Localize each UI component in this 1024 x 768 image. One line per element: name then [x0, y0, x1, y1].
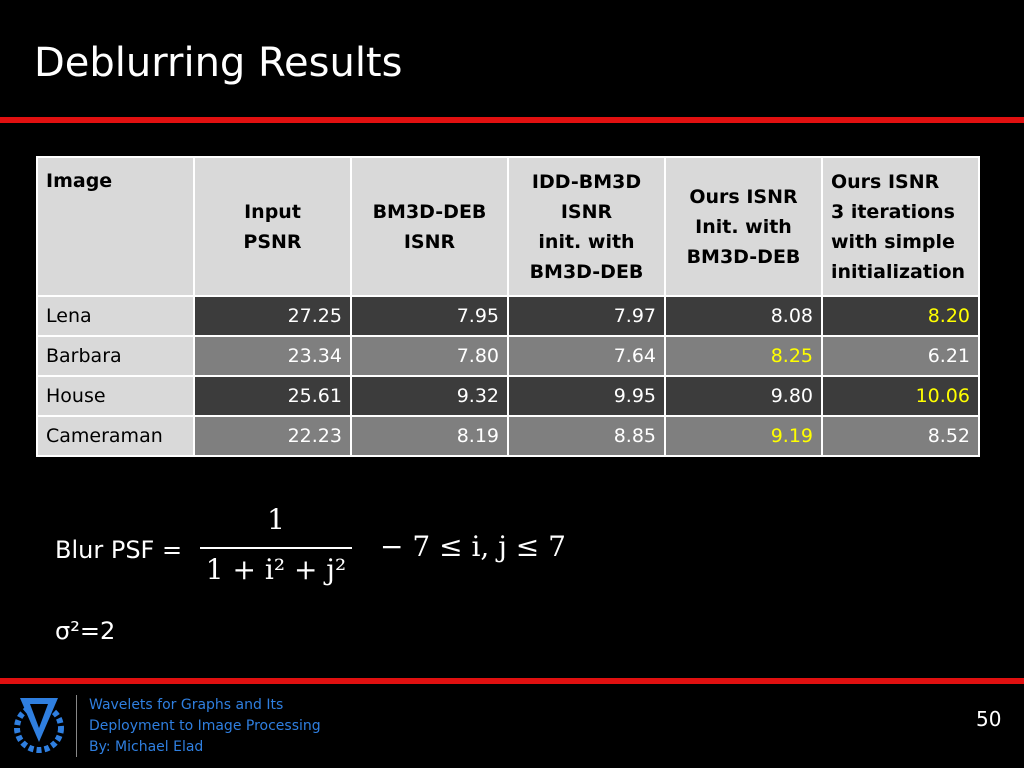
- table-row: Barbara 23.34 7.80 7.64 8.25 6.21: [36, 335, 980, 377]
- cell: 9.95: [507, 375, 666, 417]
- page-number: 50: [976, 707, 1002, 731]
- column-header: Image: [36, 156, 195, 297]
- noise: σ²=2: [55, 617, 116, 645]
- cell: 25.61: [193, 375, 352, 417]
- row-label: House: [36, 375, 195, 417]
- column-header: BM3D-DEB ISNR: [350, 156, 509, 297]
- formula-label: Blur PSF =: [55, 536, 183, 564]
- column-header: IDD-BM3D ISNR init. with BM3D-DEB: [507, 156, 666, 297]
- results-table: Image Input PSNR BM3D-DEB ISNR IDD-BM3D ISN…: [36, 156, 980, 457]
- footer-rule: [76, 695, 77, 757]
- cell: 22.23: [193, 415, 352, 457]
- cell: 10.06: [821, 375, 980, 417]
- cell: 6.21: [821, 335, 980, 377]
- divider: [0, 678, 1024, 684]
- row-label: Lena: [36, 295, 195, 337]
- slide-title: Deblurring Results: [34, 40, 403, 86]
- denominator: 1 + i² + j²: [205, 553, 347, 586]
- column-header: Ours ISNR Init. with BM3D-DEB: [664, 156, 823, 297]
- cell: 8.08: [664, 295, 823, 337]
- table-row: House 25.61 9.32 9.95 9.80 10.06: [36, 375, 980, 417]
- footer-line: Wavelets for Graphs and Its: [89, 697, 284, 713]
- fraction-bar: [200, 547, 352, 549]
- cell: 23.34: [193, 335, 352, 377]
- cell: 7.97: [507, 295, 666, 337]
- divider: [0, 117, 1024, 123]
- cell: 9.32: [350, 375, 509, 417]
- cell: 7.95: [350, 295, 509, 337]
- column-header: Ours ISNR 3 iterations with simple initi…: [821, 156, 980, 297]
- table-row: Cameraman 22.23 8.19 8.85 9.19 8.52: [36, 415, 980, 457]
- cell: 9.80: [664, 375, 823, 417]
- cell: 7.80: [350, 335, 509, 377]
- row-label: Cameraman: [36, 415, 195, 457]
- cell: 8.20: [821, 295, 980, 337]
- footer-line: By: Michael Elad: [89, 739, 204, 755]
- cell: 8.25: [664, 335, 823, 377]
- footer-line: Deployment to Image Processing: [89, 718, 321, 734]
- table-row: Lena 27.25 7.95 7.97 8.08 8.20: [36, 295, 980, 337]
- cell: 8.19: [350, 415, 509, 457]
- range: − 7 ≤ i, j ≤ 7: [380, 530, 566, 563]
- cell: 27.25: [193, 295, 352, 337]
- column-header: Input PSNR: [193, 156, 352, 297]
- cell: 8.52: [821, 415, 980, 457]
- row-label: Barbara: [36, 335, 195, 377]
- cell: 7.64: [507, 335, 666, 377]
- logo: [14, 698, 64, 753]
- numerator: 1: [267, 503, 285, 536]
- cell: 8.85: [507, 415, 666, 457]
- cell: 9.19: [664, 415, 823, 457]
